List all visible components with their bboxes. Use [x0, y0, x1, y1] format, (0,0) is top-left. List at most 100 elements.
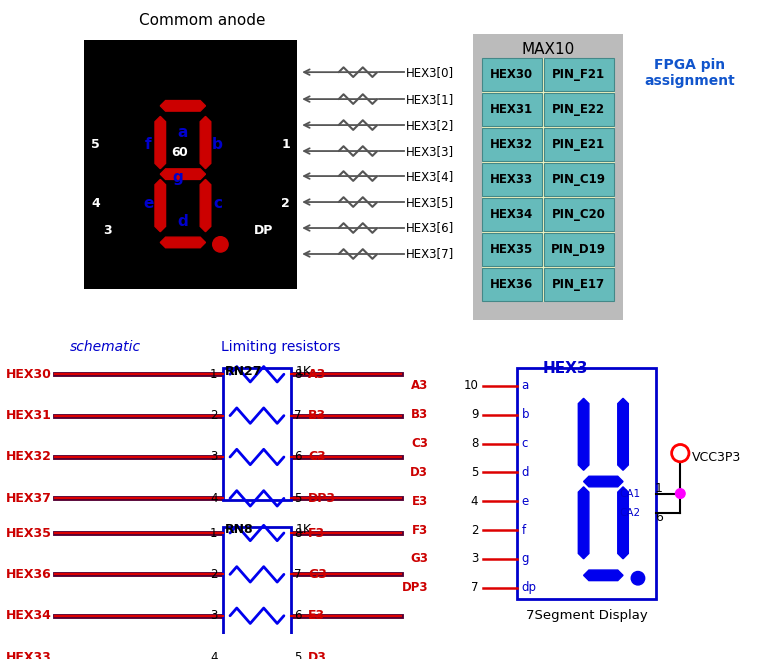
Text: PIN_E17: PIN_E17	[552, 278, 605, 291]
Text: HEX31: HEX31	[490, 103, 533, 116]
Text: 7: 7	[471, 581, 478, 594]
Text: g: g	[173, 171, 183, 185]
Text: HEX31: HEX31	[6, 409, 52, 422]
Text: 0: 0	[179, 146, 187, 159]
Text: HEX32: HEX32	[490, 138, 533, 151]
Text: 2: 2	[210, 409, 218, 422]
Text: 3: 3	[210, 451, 218, 463]
Text: B3: B3	[308, 409, 326, 422]
Text: E3: E3	[412, 495, 429, 507]
Text: B3: B3	[411, 408, 429, 421]
Bar	[84, 40, 297, 289]
Bar	[482, 198, 542, 231]
Text: 7: 7	[294, 409, 302, 422]
Text: 3: 3	[471, 552, 478, 565]
Text: C3: C3	[308, 451, 325, 463]
Text: D3: D3	[410, 466, 429, 479]
Text: 6: 6	[655, 511, 663, 524]
Text: HEX3: HEX3	[542, 360, 588, 376]
Text: PIN_C19: PIN_C19	[552, 173, 606, 186]
Text: HEX30: HEX30	[6, 368, 52, 381]
Polygon shape	[578, 398, 589, 471]
Text: C3: C3	[411, 437, 429, 450]
Polygon shape	[618, 398, 628, 471]
Bar	[482, 93, 542, 126]
Bar	[544, 198, 614, 231]
Text: 3: 3	[104, 225, 112, 237]
Text: PIN_E22: PIN_E22	[552, 103, 605, 116]
Polygon shape	[155, 117, 166, 169]
Text: 3: 3	[210, 609, 218, 622]
Polygon shape	[584, 476, 623, 487]
Text: HEX3[7]: HEX3[7]	[406, 248, 455, 260]
Polygon shape	[160, 169, 206, 179]
Text: HEX3[1]: HEX3[1]	[406, 93, 455, 105]
Text: schematic: schematic	[70, 339, 141, 354]
Text: e: e	[143, 196, 154, 211]
Text: 5: 5	[294, 650, 302, 659]
Bar	[544, 233, 614, 266]
Polygon shape	[160, 237, 206, 248]
Text: HEX36: HEX36	[6, 568, 52, 581]
Text: A3: A3	[411, 380, 429, 392]
Text: 6: 6	[171, 146, 180, 159]
Text: G3: G3	[308, 568, 327, 581]
Text: 4: 4	[471, 495, 478, 507]
Text: HEX3[2]: HEX3[2]	[406, 119, 455, 132]
Text: CA1: CA1	[620, 488, 641, 499]
Text: HEX35: HEX35	[490, 243, 533, 256]
Text: FPGA pin
assignment: FPGA pin assignment	[645, 58, 735, 88]
Text: dp: dp	[522, 581, 536, 594]
Text: e: e	[522, 495, 529, 507]
Text: DP: DP	[254, 225, 274, 237]
Text: f: f	[145, 137, 151, 152]
Text: HEX36: HEX36	[490, 278, 533, 291]
Text: 1: 1	[210, 368, 218, 381]
Text: 5: 5	[91, 138, 100, 152]
Polygon shape	[160, 101, 206, 111]
Circle shape	[675, 489, 685, 498]
Text: g: g	[522, 552, 529, 565]
Text: c: c	[213, 196, 222, 211]
Polygon shape	[155, 179, 166, 232]
Bar	[544, 93, 614, 126]
Polygon shape	[578, 487, 589, 559]
Text: 5: 5	[294, 492, 302, 505]
Text: 1K: 1K	[296, 364, 312, 378]
Text: MAX10: MAX10	[521, 42, 575, 57]
Text: HEX3[0]: HEX3[0]	[406, 66, 455, 78]
Text: HEX34: HEX34	[490, 208, 533, 221]
Text: 4: 4	[91, 197, 100, 210]
Text: D3: D3	[308, 650, 327, 659]
Bar	[223, 527, 290, 659]
Bar	[482, 163, 542, 196]
Text: PIN_D19: PIN_D19	[552, 243, 607, 256]
Text: 6: 6	[294, 451, 302, 463]
Polygon shape	[584, 570, 623, 581]
Text: HEX35: HEX35	[6, 527, 52, 540]
Text: Limiting resistors: Limiting resistors	[222, 339, 341, 354]
Text: a: a	[178, 125, 188, 140]
Text: 2: 2	[471, 524, 478, 536]
Text: RN8: RN8	[225, 523, 254, 536]
Text: c: c	[522, 437, 528, 450]
Text: HEX3[6]: HEX3[6]	[406, 221, 455, 235]
Text: PIN_E21: PIN_E21	[552, 138, 605, 151]
Text: VCC3P3: VCC3P3	[692, 451, 741, 465]
Text: b: b	[522, 408, 529, 421]
Text: d: d	[522, 466, 529, 479]
Text: F3: F3	[308, 527, 325, 540]
Text: HEX3[3]: HEX3[3]	[406, 144, 455, 158]
Polygon shape	[618, 487, 628, 559]
Bar	[544, 163, 614, 196]
Text: f: f	[522, 524, 526, 536]
Text: 4: 4	[210, 492, 218, 505]
Text: DP3: DP3	[308, 492, 336, 505]
Text: b: b	[212, 137, 223, 152]
Bar	[482, 58, 542, 91]
Text: Commom anode: Commom anode	[139, 13, 265, 28]
Bar	[482, 268, 542, 301]
Text: d: d	[177, 214, 188, 229]
Text: HEX32: HEX32	[6, 451, 52, 463]
Text: 8: 8	[294, 368, 302, 381]
